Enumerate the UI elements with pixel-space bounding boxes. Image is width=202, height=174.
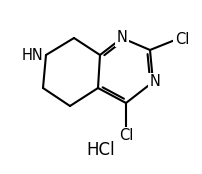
Text: HCl: HCl <box>87 141 115 159</box>
Text: HN: HN <box>21 48 43 62</box>
Text: N: N <box>149 74 160 89</box>
Text: Cl: Cl <box>175 33 189 48</box>
Text: N: N <box>117 30 127 45</box>
Text: Cl: Cl <box>119 129 133 144</box>
